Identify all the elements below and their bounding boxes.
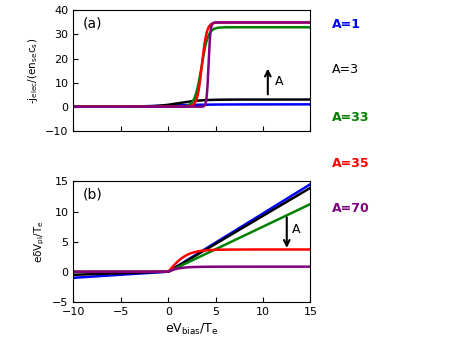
Text: A=3: A=3 — [332, 63, 359, 76]
Y-axis label: eδV$_\mathregular{pl}$/T$_\mathregular{e}$: eδV$_\mathregular{pl}$/T$_\mathregular{e… — [32, 220, 46, 263]
Text: A=33: A=33 — [332, 111, 369, 125]
X-axis label: eV$_\mathregular{bias}$/T$_\mathregular{e}$: eV$_\mathregular{bias}$/T$_\mathregular{… — [165, 322, 219, 337]
Text: A=35: A=35 — [332, 156, 369, 170]
Text: (a): (a) — [83, 16, 102, 31]
Text: A: A — [275, 75, 284, 88]
Text: A=1: A=1 — [332, 18, 361, 31]
Text: A=70: A=70 — [332, 202, 370, 215]
Text: (b): (b) — [83, 187, 103, 202]
Y-axis label: -j$_\mathregular{elec}$/(en$_\mathregular{se}$c$_\mathregular{s}$): -j$_\mathregular{elec}$/(en$_\mathregula… — [26, 37, 40, 104]
Text: A: A — [292, 223, 300, 236]
